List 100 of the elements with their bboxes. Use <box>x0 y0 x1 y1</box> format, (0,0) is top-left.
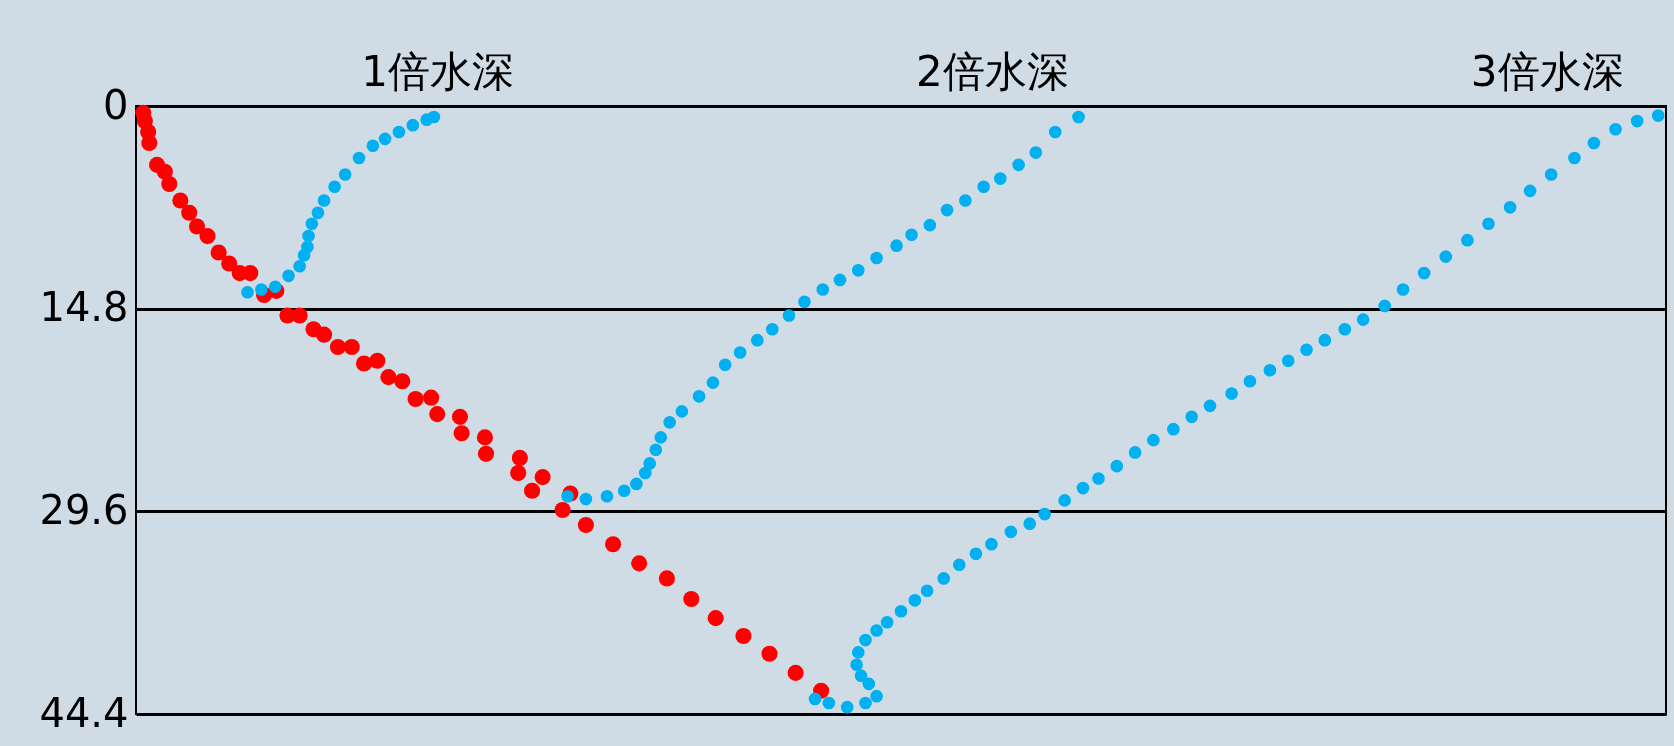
point <box>851 264 865 277</box>
point <box>977 180 990 194</box>
point <box>908 594 922 607</box>
point <box>993 172 1007 185</box>
point <box>851 646 865 659</box>
point <box>161 176 178 193</box>
point <box>840 700 854 714</box>
point <box>1630 114 1644 128</box>
point <box>816 283 830 296</box>
point <box>787 664 804 681</box>
point <box>199 228 216 245</box>
point <box>241 285 254 299</box>
point <box>940 203 954 217</box>
point <box>427 110 441 124</box>
point <box>534 469 551 486</box>
point <box>221 255 238 272</box>
point <box>423 389 440 406</box>
point <box>378 132 392 146</box>
point <box>577 516 594 534</box>
point <box>172 192 189 209</box>
point <box>631 555 648 572</box>
point <box>352 151 366 165</box>
point <box>524 482 541 499</box>
point <box>561 489 574 503</box>
point <box>1004 525 1018 539</box>
point <box>329 338 346 356</box>
point <box>1396 283 1410 296</box>
point <box>643 457 657 470</box>
point <box>1029 146 1043 159</box>
point <box>707 610 724 627</box>
point <box>453 425 470 442</box>
point <box>985 537 998 551</box>
point <box>880 615 894 629</box>
point <box>920 584 934 598</box>
point <box>959 194 972 207</box>
point <box>268 280 282 294</box>
point <box>663 416 676 429</box>
point <box>870 624 883 637</box>
point <box>511 449 528 466</box>
point <box>338 168 352 181</box>
point <box>255 283 268 296</box>
point <box>600 489 614 503</box>
point <box>969 547 983 561</box>
point <box>833 273 847 287</box>
point <box>305 217 319 231</box>
point <box>765 322 779 336</box>
point <box>477 445 495 462</box>
point <box>1012 158 1025 172</box>
point <box>291 307 308 324</box>
point <box>1167 422 1180 436</box>
point <box>1544 168 1558 181</box>
point <box>850 658 863 672</box>
point <box>407 391 424 408</box>
point <box>1203 399 1217 413</box>
point <box>380 369 397 386</box>
point <box>1058 494 1071 507</box>
point <box>579 492 593 506</box>
point <box>1439 250 1453 263</box>
point <box>311 206 325 220</box>
point <box>870 251 883 265</box>
y-tick-label: 14.8 <box>39 284 129 331</box>
point <box>854 669 868 682</box>
point <box>282 269 295 283</box>
point <box>392 125 406 139</box>
point <box>317 194 331 207</box>
point <box>1185 410 1199 424</box>
point <box>798 295 811 309</box>
y-tick-label: 29.6 <box>39 486 129 533</box>
point <box>1038 507 1052 521</box>
point <box>733 346 747 359</box>
point <box>937 572 951 585</box>
point <box>1609 122 1622 136</box>
point <box>366 139 380 153</box>
x-tick-label: 1倍水深 <box>361 46 515 96</box>
point <box>675 405 689 418</box>
point <box>617 484 631 498</box>
point <box>554 501 571 519</box>
point <box>510 464 527 482</box>
y-tick-label: 44.4 <box>39 689 129 736</box>
point <box>1023 517 1037 530</box>
point <box>894 604 908 618</box>
point <box>1225 387 1238 400</box>
point <box>1378 299 1392 313</box>
point <box>1243 374 1257 388</box>
point <box>750 333 764 347</box>
point <box>343 338 360 356</box>
point <box>1048 125 1062 139</box>
point <box>429 406 446 423</box>
point <box>302 229 315 243</box>
point <box>870 689 883 703</box>
point <box>649 443 663 457</box>
point <box>369 352 386 369</box>
point <box>905 228 918 242</box>
point <box>735 627 752 644</box>
point <box>1072 110 1085 124</box>
point <box>476 429 493 446</box>
point <box>952 558 966 572</box>
point <box>1568 151 1581 165</box>
point <box>859 696 872 710</box>
point <box>1281 354 1295 368</box>
